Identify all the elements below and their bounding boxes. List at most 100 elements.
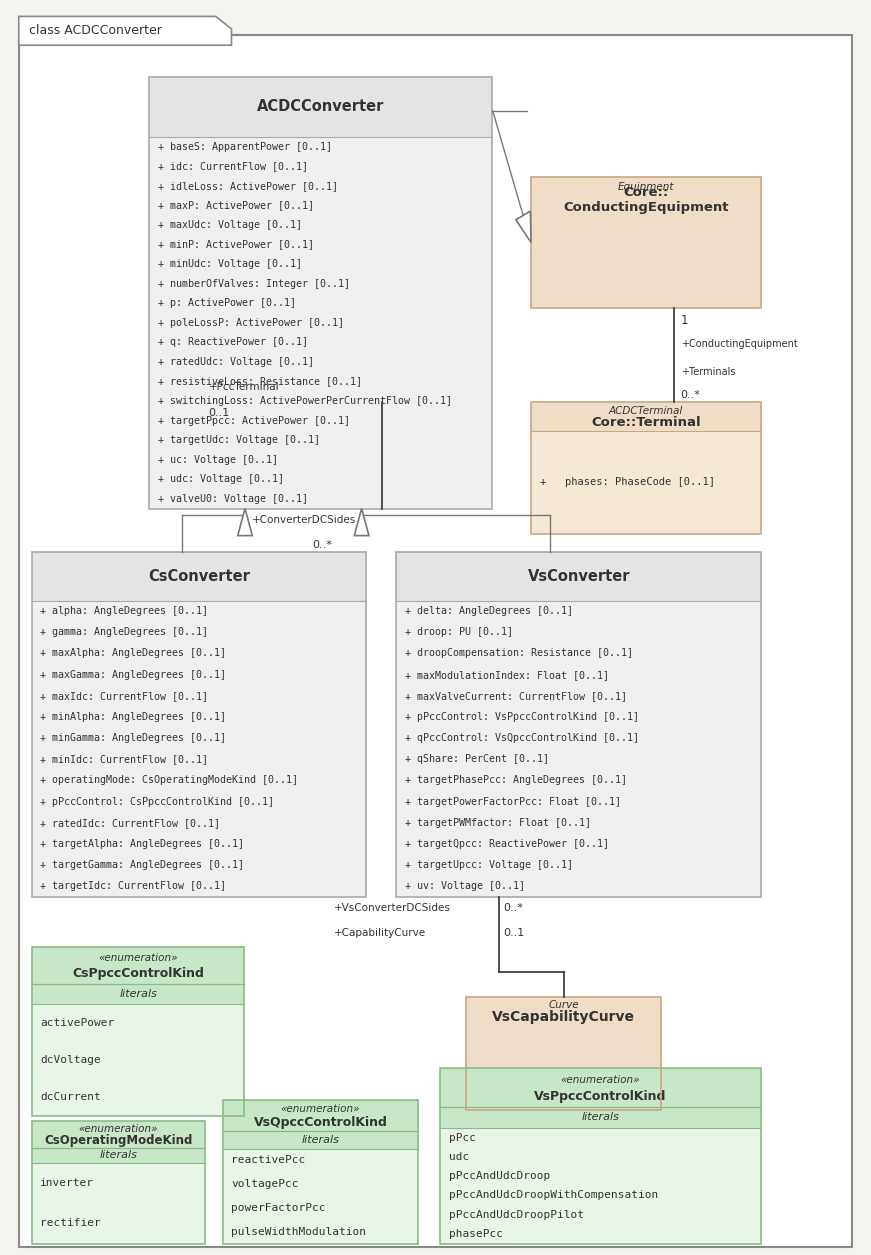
- Text: ACDCConverter: ACDCConverter: [257, 99, 384, 114]
- Text: + maxUdc: Voltage [0..1]: + maxUdc: Voltage [0..1]: [158, 220, 301, 230]
- Text: literals: literals: [119, 989, 157, 999]
- Text: 1: 1: [680, 315, 688, 328]
- Text: VsConverter: VsConverter: [528, 569, 630, 584]
- Text: Curve: Curve: [548, 1000, 579, 1010]
- Text: udc: udc: [449, 1152, 469, 1162]
- Text: phasePcc: phasePcc: [449, 1229, 503, 1239]
- Polygon shape: [354, 508, 369, 536]
- Text: + droop: PU [0..1]: + droop: PU [0..1]: [405, 628, 513, 638]
- Bar: [531, 402, 761, 533]
- Text: +   phases: PhaseCode [0..1]: + phases: PhaseCode [0..1]: [540, 477, 715, 487]
- Text: + minIdc: CurrentFlow [0..1]: + minIdc: CurrentFlow [0..1]: [40, 754, 208, 764]
- Text: CsConverter: CsConverter: [148, 569, 250, 584]
- Text: + ratedIdc: CurrentFlow [0..1]: + ratedIdc: CurrentFlow [0..1]: [40, 818, 220, 828]
- Text: + minAlpha: AngleDegrees [0..1]: + minAlpha: AngleDegrees [0..1]: [40, 712, 226, 722]
- Text: «enumeration»: «enumeration»: [98, 953, 178, 963]
- Text: VsCapabilityCurve: VsCapabilityCurve: [492, 1010, 635, 1024]
- Text: + switchingLoss: ActivePowerPerCurrentFlow [0..1]: + switchingLoss: ActivePowerPerCurrentFl…: [158, 397, 452, 405]
- Text: + maxP: ActivePower [0..1]: + maxP: ActivePower [0..1]: [158, 201, 314, 211]
- Text: + targetUdc: Voltage [0..1]: + targetUdc: Voltage [0..1]: [158, 435, 320, 446]
- Bar: [31, 1121, 206, 1244]
- Text: literals: literals: [99, 1151, 138, 1160]
- Text: «enumeration»: «enumeration»: [280, 1104, 361, 1114]
- Text: + ratedUdc: Voltage [0..1]: + ratedUdc: Voltage [0..1]: [158, 356, 314, 366]
- Text: + minP: ActivePower [0..1]: + minP: ActivePower [0..1]: [158, 240, 314, 250]
- Bar: [31, 552, 366, 601]
- Polygon shape: [516, 211, 531, 242]
- Bar: [396, 552, 761, 601]
- Text: CsOperatingModeKind: CsOperatingModeKind: [44, 1133, 192, 1147]
- Text: +Terminals: +Terminals: [680, 366, 735, 376]
- Text: VsQpccControlKind: VsQpccControlKind: [253, 1116, 388, 1130]
- Text: «enumeration»: «enumeration»: [79, 1124, 159, 1135]
- Text: + poleLossP: ActivePower [0..1]: + poleLossP: ActivePower [0..1]: [158, 318, 344, 328]
- Text: + q: ReactivePower [0..1]: + q: ReactivePower [0..1]: [158, 338, 307, 348]
- Bar: [31, 1121, 206, 1244]
- Polygon shape: [19, 16, 232, 45]
- Text: powerFactorPcc: powerFactorPcc: [232, 1204, 326, 1212]
- Bar: [149, 77, 492, 137]
- Text: + droopCompensation: Resistance [0..1]: + droopCompensation: Resistance [0..1]: [405, 649, 633, 659]
- Text: pulseWidthModulation: pulseWidthModulation: [232, 1226, 367, 1236]
- Bar: [223, 1099, 418, 1244]
- Bar: [31, 946, 245, 1116]
- Text: +PccTerminal: +PccTerminal: [208, 382, 280, 392]
- Bar: [223, 1099, 418, 1131]
- Text: literals: literals: [301, 1135, 340, 1145]
- Bar: [466, 996, 661, 1025]
- Text: + minUdc: Voltage [0..1]: + minUdc: Voltage [0..1]: [158, 259, 301, 269]
- Text: + gamma: AngleDegrees [0..1]: + gamma: AngleDegrees [0..1]: [40, 628, 208, 638]
- Text: +CapabilityCurve: +CapabilityCurve: [334, 927, 426, 937]
- Text: 0..*: 0..*: [503, 904, 523, 912]
- Bar: [440, 1107, 761, 1128]
- Text: voltagePcc: voltagePcc: [232, 1180, 299, 1190]
- Text: + alpha: AngleDegrees [0..1]: + alpha: AngleDegrees [0..1]: [40, 606, 208, 616]
- Text: + targetPpcc: ActivePower [0..1]: + targetPpcc: ActivePower [0..1]: [158, 415, 349, 425]
- Text: Core::Terminal: Core::Terminal: [591, 417, 701, 429]
- Text: + operatingMode: CsOperatingModeKind [0..1]: + operatingMode: CsOperatingModeKind [0.…: [40, 776, 299, 786]
- Text: + qShare: PerCent [0..1]: + qShare: PerCent [0..1]: [405, 754, 549, 764]
- Bar: [31, 552, 366, 897]
- Bar: [531, 177, 761, 210]
- Text: pPccAndUdcDroopPilot: pPccAndUdcDroopPilot: [449, 1210, 584, 1220]
- Text: + maxAlpha: AngleDegrees [0..1]: + maxAlpha: AngleDegrees [0..1]: [40, 649, 226, 659]
- Bar: [149, 77, 492, 508]
- Text: pPccAndUdcDroopWithCompensation: pPccAndUdcDroopWithCompensation: [449, 1191, 658, 1200]
- Text: + targetQpcc: ReactivePower [0..1]: + targetQpcc: ReactivePower [0..1]: [405, 838, 609, 848]
- Bar: [31, 984, 245, 1004]
- Text: + targetGamma: AngleDegrees [0..1]: + targetGamma: AngleDegrees [0..1]: [40, 860, 245, 870]
- Bar: [31, 552, 366, 897]
- Text: reactivePcc: reactivePcc: [232, 1156, 306, 1166]
- Text: «enumeration»: «enumeration»: [561, 1074, 640, 1084]
- Text: + idleLoss: ActivePower [0..1]: + idleLoss: ActivePower [0..1]: [158, 181, 338, 191]
- Text: dcVoltage: dcVoltage: [40, 1055, 101, 1065]
- Text: + uc: Voltage [0..1]: + uc: Voltage [0..1]: [158, 454, 278, 464]
- Text: class ACDCConverter: class ACDCConverter: [29, 24, 162, 38]
- Text: VsPpccControlKind: VsPpccControlKind: [534, 1089, 666, 1103]
- Bar: [223, 1131, 418, 1148]
- Text: pPccAndUdcDroop: pPccAndUdcDroop: [449, 1171, 550, 1181]
- Bar: [31, 1121, 206, 1148]
- Text: + numberOfValves: Integer [0..1]: + numberOfValves: Integer [0..1]: [158, 279, 349, 289]
- Text: Core::
ConductingEquipment: Core:: ConductingEquipment: [564, 186, 729, 215]
- Text: CsPpccControlKind: CsPpccControlKind: [72, 968, 204, 980]
- Text: ACDCTerminal: ACDCTerminal: [609, 405, 683, 415]
- Bar: [531, 402, 761, 430]
- Bar: [223, 1099, 418, 1244]
- Text: + pPccControl: CsPpccControlKind [0..1]: + pPccControl: CsPpccControlKind [0..1]: [40, 797, 274, 807]
- Text: + targetPhasePcc: AngleDegrees [0..1]: + targetPhasePcc: AngleDegrees [0..1]: [405, 776, 627, 786]
- Bar: [149, 77, 492, 508]
- Text: + targetPWMfactor: Float [0..1]: + targetPWMfactor: Float [0..1]: [405, 818, 591, 828]
- Text: literals: literals: [582, 1112, 619, 1122]
- Bar: [31, 1148, 206, 1162]
- Bar: [440, 1068, 761, 1244]
- Text: + uv: Voltage [0..1]: + uv: Voltage [0..1]: [405, 881, 525, 891]
- Text: + targetPowerFactorPcc: Float [0..1]: + targetPowerFactorPcc: Float [0..1]: [405, 797, 621, 807]
- Text: + delta: AngleDegrees [0..1]: + delta: AngleDegrees [0..1]: [405, 606, 573, 616]
- Bar: [396, 552, 761, 897]
- Text: +VsConverterDCSides: +VsConverterDCSides: [334, 904, 450, 912]
- Bar: [531, 402, 761, 533]
- Bar: [466, 996, 661, 1109]
- Text: 0..*: 0..*: [313, 540, 333, 550]
- Text: Equipment: Equipment: [618, 182, 674, 192]
